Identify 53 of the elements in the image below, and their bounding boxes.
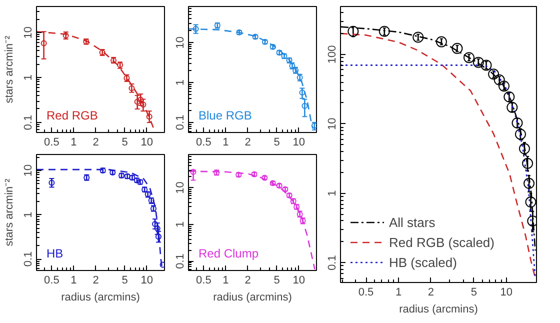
y-tick-label: 0.1 bbox=[22, 251, 34, 267]
x-tick-label: 10 bbox=[140, 274, 154, 286]
x-axis-title: radius (arcmins) bbox=[61, 292, 140, 304]
x-tick-label: 1 bbox=[70, 274, 77, 286]
y-tick-label: 0.1 bbox=[326, 255, 338, 270]
y-tick-label: 0.1 bbox=[174, 114, 186, 130]
y-tick-label: 10 bbox=[22, 26, 34, 39]
y-tick-label: 0.1 bbox=[174, 254, 186, 269]
x-tick-label: 0.5 bbox=[44, 136, 60, 148]
text: HB bbox=[46, 246, 64, 260]
x-tick-label: 0.5 bbox=[44, 274, 60, 286]
text: Red RGB bbox=[46, 108, 98, 122]
x-axis-title: radius (arcmins) bbox=[213, 292, 292, 304]
x-tick-label: 1 bbox=[222, 274, 229, 286]
y-tick-label: 0.1 bbox=[22, 114, 34, 130]
x-tick-label: 2 bbox=[244, 274, 251, 286]
y-tick-label: 10 bbox=[174, 36, 186, 49]
x-tick-label: 1 bbox=[395, 286, 402, 298]
y-tick-label: 10 bbox=[326, 118, 338, 130]
x-tick-label: 0.5 bbox=[196, 274, 212, 286]
text: Red Clump bbox=[198, 246, 259, 260]
legend-label: HB (scaled) bbox=[389, 254, 457, 270]
text: Blue RGB bbox=[198, 108, 252, 122]
x-tick-label: 10 bbox=[140, 136, 154, 148]
y-tick-label: 1 bbox=[174, 79, 186, 86]
x-tick-label: 5 bbox=[122, 136, 128, 148]
x-tick-label: 10 bbox=[292, 274, 306, 286]
x-tick-label: 2 bbox=[244, 136, 251, 148]
x-tick-label: 5 bbox=[274, 136, 280, 148]
y-tick-label: 100 bbox=[326, 45, 338, 64]
y-tick-label: 1 bbox=[174, 221, 186, 228]
x-tick-label: 5 bbox=[122, 274, 128, 286]
x-tick-label: 2 bbox=[428, 286, 434, 298]
y-axis-title: stars arcmin⁻² bbox=[4, 35, 16, 104]
x-tick-label: 0.5 bbox=[196, 136, 212, 148]
x-tick-label: 1 bbox=[70, 136, 77, 148]
x-tick-label: 10 bbox=[500, 286, 513, 298]
x-tick-label: 0.5 bbox=[358, 286, 374, 298]
x-tick-label: 1 bbox=[222, 136, 229, 148]
y-tick-label: 1 bbox=[326, 190, 338, 196]
y-tick-label: 1 bbox=[22, 74, 34, 81]
x-tick-label: 10 bbox=[292, 136, 306, 148]
y-tick-label: 1 bbox=[22, 212, 34, 218]
y-tick-label: 10 bbox=[22, 164, 34, 177]
x-tick-label: 5 bbox=[274, 274, 280, 286]
x-axis-title: radius (arcmins) bbox=[399, 304, 478, 316]
legend-label: All stars bbox=[389, 214, 436, 230]
y-tick-label: 10 bbox=[174, 182, 186, 194]
x-tick-label: 5 bbox=[470, 286, 478, 298]
x-tick-label: 2 bbox=[92, 274, 99, 286]
y-axis-title: stars arcmin⁻² bbox=[4, 178, 16, 246]
x-tick-label: 2 bbox=[92, 136, 99, 148]
legend-label: Red RGB (scaled) bbox=[389, 234, 494, 250]
